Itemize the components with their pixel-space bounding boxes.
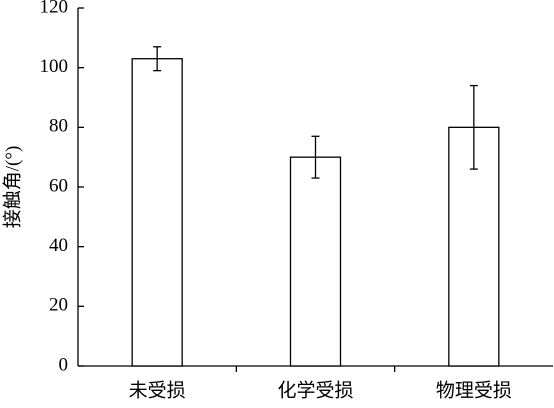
y-tick-label: 0 — [59, 354, 69, 375]
y-tick-label: 20 — [49, 295, 68, 316]
y-tick-label: 80 — [49, 116, 68, 137]
y-axis-label: 接触角/(°) — [1, 146, 23, 229]
y-tick-label: 120 — [40, 0, 69, 17]
x-tick-label: 未受损 — [129, 379, 186, 401]
x-tick-label: 物理受损 — [436, 379, 512, 401]
bar — [131, 58, 183, 367]
y-tick-label: 60 — [49, 175, 68, 196]
y-tick-label: 40 — [49, 235, 68, 256]
bar — [289, 156, 342, 367]
x-tick-label: 化学受损 — [277, 379, 353, 401]
y-tick-label: 100 — [40, 56, 69, 77]
